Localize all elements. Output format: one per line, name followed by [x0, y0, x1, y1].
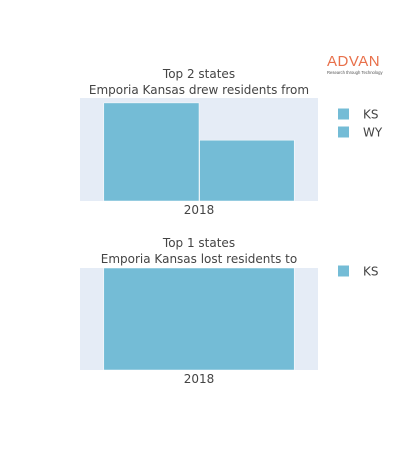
- chart1-legend-swatch-wy: [338, 126, 349, 138]
- chart2-xtick-label: 2018: [184, 372, 215, 386]
- chart1-legend-label-ks: KS: [363, 108, 379, 122]
- chart2-bar-ks: [103, 267, 295, 371]
- chart2-legend-swatch-ks: [338, 265, 349, 277]
- brand-logo-tagline: Research through Technology: [327, 70, 383, 75]
- chart2-subtitle: Emporia Kansas lost residents to: [101, 252, 297, 266]
- chart1-legend-label-wy: WY: [363, 126, 383, 140]
- chart1-bar-wy: [199, 139, 295, 202]
- chart1-xtick-label: 2018: [184, 203, 215, 217]
- brand-logo: ADVAN Research through Technology: [327, 54, 395, 76]
- chart1-title: Top 2 states: [162, 67, 235, 81]
- brand-logo-name: ADVAN: [327, 53, 381, 70]
- chart2-legend-label-ks: KS: [363, 265, 379, 279]
- chart1-bar-ks: [103, 102, 200, 202]
- chart2-title: Top 1 states: [162, 236, 235, 250]
- chart1-subtitle: Emporia Kansas drew residents from: [89, 83, 309, 97]
- chart1-legend-swatch-ks: [338, 108, 349, 120]
